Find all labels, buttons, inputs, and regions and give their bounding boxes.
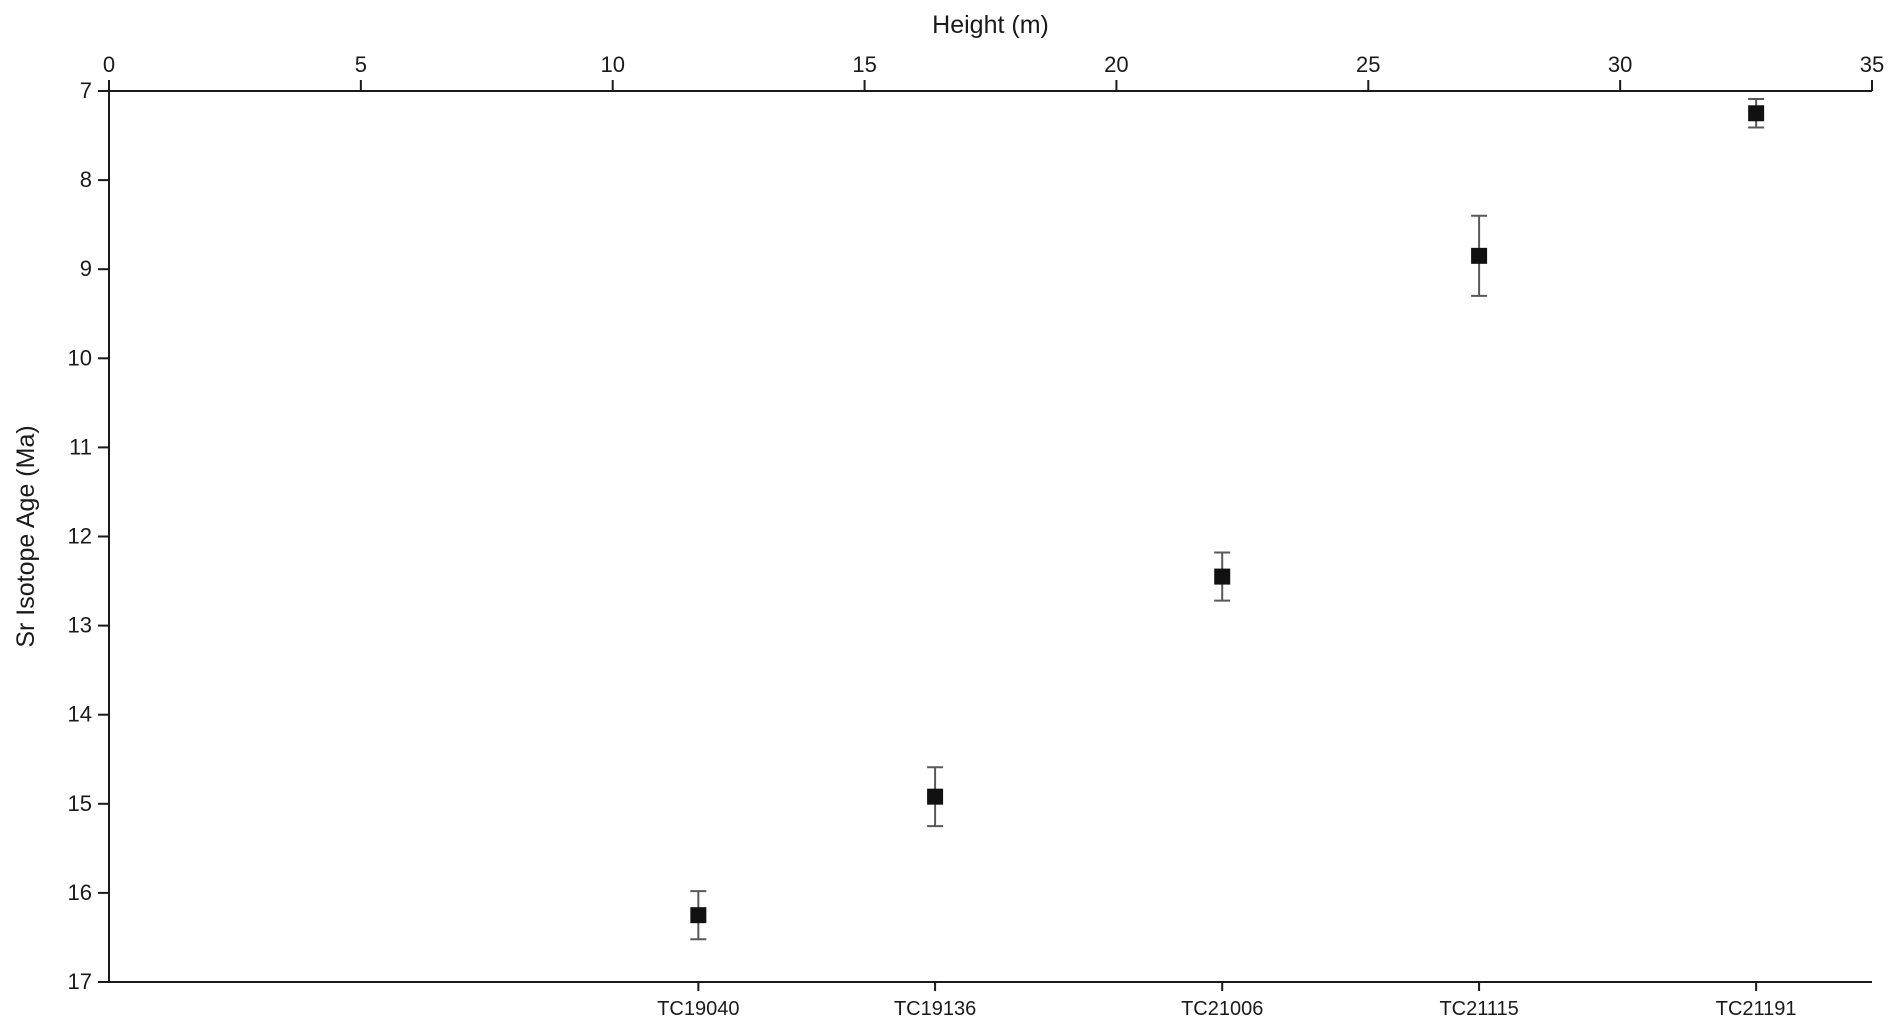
data-point-marker — [690, 907, 707, 924]
sample-label: TC19040 — [657, 998, 739, 1020]
data-point-marker — [1748, 105, 1765, 122]
sample-label: TC21006 — [1181, 998, 1263, 1020]
y-axis-tick-label: 15 — [68, 791, 92, 816]
y-axis-title: Sr Isotope Age (Ma) — [12, 425, 40, 647]
sample-label: TC21191 — [1716, 998, 1797, 1020]
y-axis-tick-label: 13 — [68, 613, 92, 638]
x-axis-tick-label: 25 — [1356, 52, 1380, 77]
sample-label: TC21115 — [1439, 998, 1518, 1020]
x-axis-title: Height (m) — [932, 11, 1049, 39]
y-axis-tick-label: 12 — [68, 524, 92, 549]
y-axis-tick-label: 7 — [80, 78, 92, 103]
data-point-marker — [927, 788, 944, 805]
x-axis-tick-label: 10 — [600, 52, 624, 77]
x-axis-tick-label: 5 — [355, 52, 367, 77]
x-axis-tick-label: 35 — [1860, 52, 1884, 77]
data-point-marker — [1214, 568, 1231, 585]
y-axis-tick-label: 10 — [68, 345, 92, 370]
y-axis-tick-label: 11 — [69, 434, 92, 459]
y-axis-tick-label: 8 — [80, 167, 92, 192]
y-axis-tick-label: 16 — [68, 880, 92, 905]
x-axis-tick-label: 20 — [1104, 52, 1128, 77]
sample-label: TC19136 — [894, 998, 976, 1020]
x-axis-tick-label: 30 — [1608, 52, 1632, 77]
y-axis-tick-label: 17 — [68, 969, 92, 994]
x-axis-tick-label: 0 — [103, 52, 115, 77]
y-axis-tick-label: 9 — [80, 256, 92, 281]
data-point-marker — [1471, 247, 1488, 264]
x-axis-tick-label: 15 — [852, 52, 876, 77]
y-axis-tick-label: 14 — [68, 702, 92, 727]
